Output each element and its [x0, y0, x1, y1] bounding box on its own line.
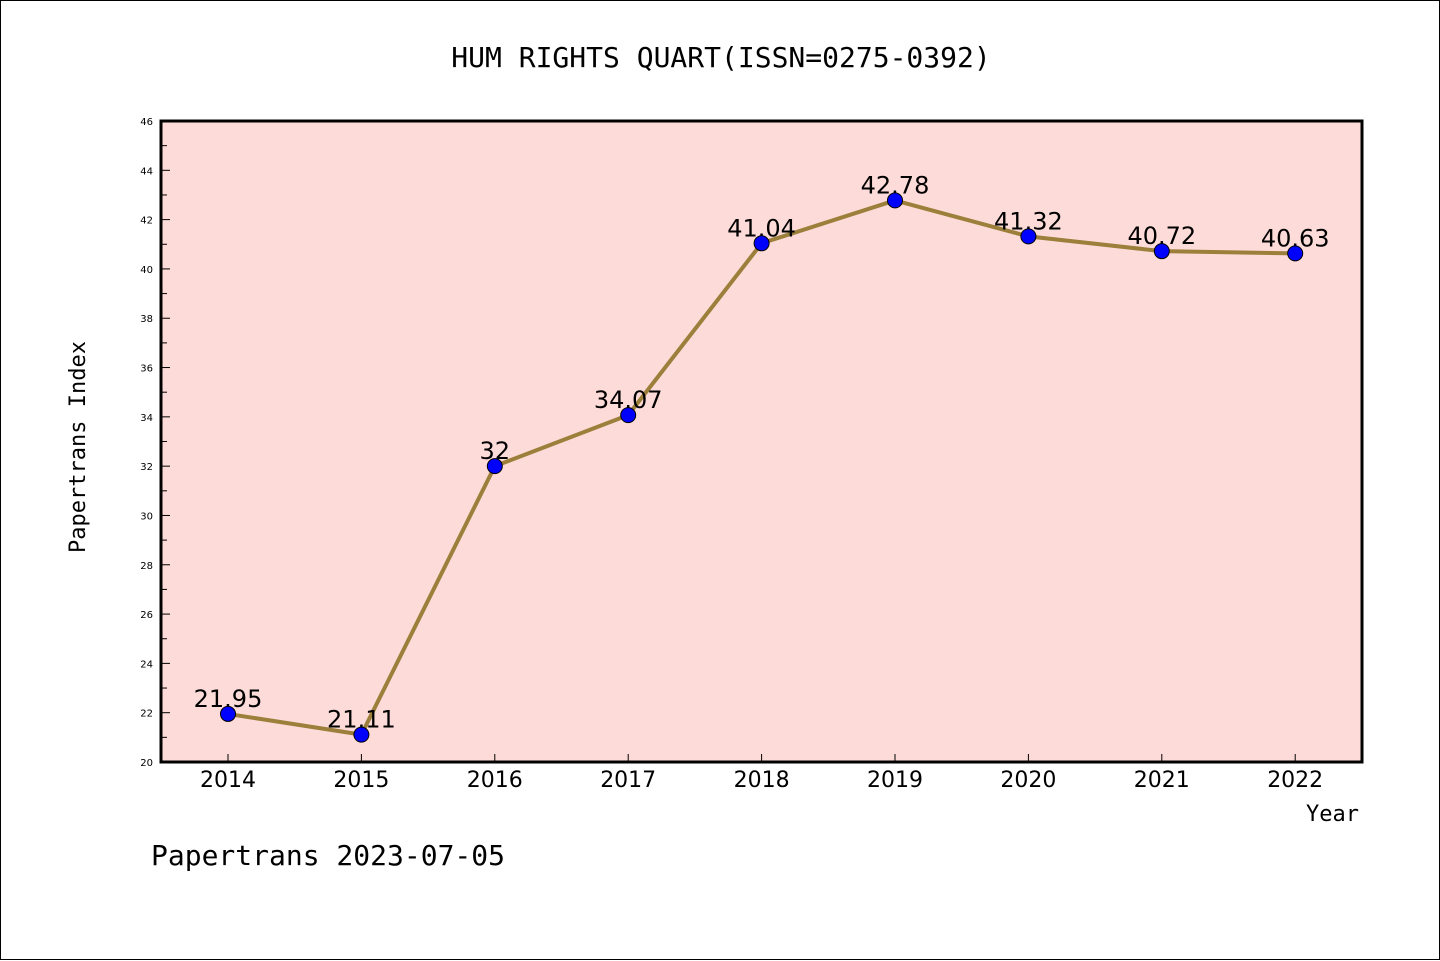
- x-tick-label: 2017: [600, 768, 656, 793]
- x-tick-label: 2021: [1134, 768, 1190, 793]
- data-point: [620, 407, 637, 424]
- y-axis: 20 22 24 26 28 30 32 34 36 38 40 42 44 46: [140, 117, 170, 769]
- data-point: [1020, 228, 1037, 245]
- x-tick-label: 2020: [1000, 768, 1056, 793]
- x-tick-label: 2014: [200, 768, 256, 793]
- data-point: [753, 235, 770, 252]
- x-axis: 2014 2015 2016 2017 2018 2019 2020 2021 2022: [200, 754, 1323, 793]
- x-tick-label: 2016: [467, 768, 523, 793]
- y-tick-label: 20: [140, 758, 153, 769]
- series-markers: [220, 192, 1304, 743]
- y-tick-label: 28: [140, 561, 153, 572]
- y-tick-label: 42: [140, 216, 153, 227]
- x-tick-label: 2015: [333, 768, 389, 793]
- data-point: [220, 705, 236, 722]
- data-point: [1153, 243, 1170, 260]
- plot-area: [159, 119, 1364, 764]
- data-point: [486, 458, 503, 475]
- chart-title: HUM RIGHTS QUART(ISSN=0275-0392): [451, 41, 990, 74]
- y-axis-label: Papertrans Index: [66, 341, 91, 553]
- y-tick-label: 26: [140, 610, 153, 621]
- y-tick-label: 24: [140, 659, 153, 670]
- y-tick-label: 40: [140, 265, 153, 276]
- y-tick-label: 46: [140, 117, 153, 128]
- x-axis-label: Year: [1306, 802, 1359, 827]
- data-point: [1287, 245, 1304, 262]
- y-tick-label: 38: [140, 314, 153, 325]
- x-tick-label: 2019: [867, 768, 923, 793]
- y-tick-label: 30: [140, 511, 153, 522]
- y-tick-label: 22: [140, 709, 153, 720]
- data-point: [353, 726, 370, 743]
- y-tick-label: 44: [140, 166, 153, 177]
- x-tick-label: 2022: [1267, 768, 1323, 793]
- y-tick-label: 36: [140, 364, 153, 375]
- y-tick-label: 32: [140, 462, 153, 473]
- x-tick-label: 2018: [734, 768, 790, 793]
- y-tick-label: 34: [140, 413, 153, 424]
- data-point: [887, 192, 903, 209]
- footer-text: Papertrans 2023-07-05: [151, 839, 505, 872]
